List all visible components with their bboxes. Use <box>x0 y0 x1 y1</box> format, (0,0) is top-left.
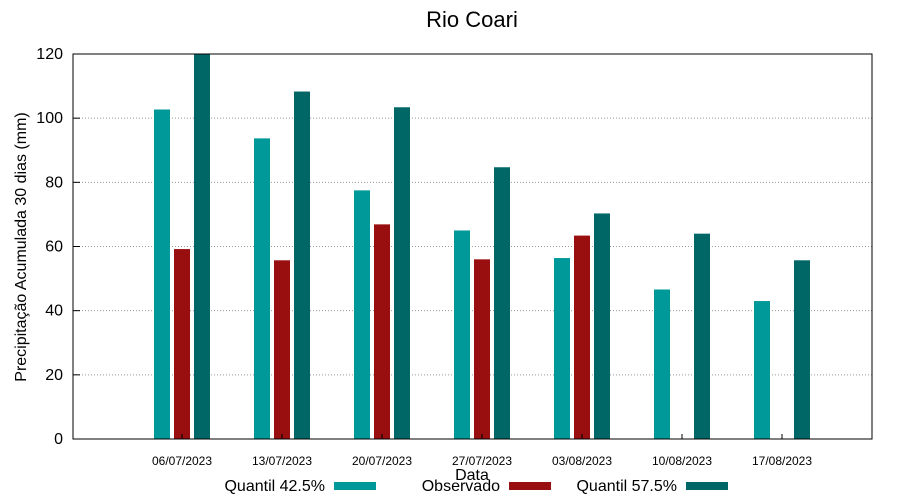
bar <box>794 260 810 439</box>
y-tick-label: 0 <box>54 431 63 448</box>
bar <box>494 167 510 440</box>
y-tick-label: 100 <box>36 110 63 127</box>
bar <box>354 190 370 439</box>
bar <box>194 54 210 439</box>
bar <box>694 233 710 439</box>
x-tick-label: 20/07/2023 <box>352 454 412 468</box>
x-tick-label: 13/07/2023 <box>252 454 312 468</box>
legend: Quantil 42.5% Observado Quantil 57.5% <box>224 478 728 495</box>
legend-swatch <box>334 482 376 490</box>
bar <box>594 213 610 439</box>
bar <box>254 138 270 440</box>
y-axis-label: Precipitação Acumulada 30 dias (mm) <box>13 112 30 381</box>
y-ticks: 0 20 40 60 80 100 120 <box>36 46 80 448</box>
x-tick-label: 10/08/2023 <box>652 454 712 468</box>
bar <box>574 235 590 439</box>
bar <box>294 91 310 439</box>
x-tick-label: 06/07/2023 <box>152 454 212 468</box>
bar <box>454 230 470 439</box>
y-tick-label: 20 <box>45 367 63 384</box>
legend-swatch <box>509 482 551 490</box>
bar <box>554 258 570 439</box>
bar <box>374 224 390 439</box>
bar <box>274 260 290 439</box>
grid-lines <box>73 117 872 376</box>
bar <box>754 301 770 439</box>
bar <box>394 107 410 439</box>
bar <box>654 289 670 439</box>
legend-label: Quantil 57.5% <box>576 478 677 495</box>
chart-title: Rio Coari <box>426 7 518 32</box>
legend-label: Quantil 42.5% <box>224 478 325 495</box>
x-tick-label: 27/07/2023 <box>452 454 512 468</box>
y-tick-label: 40 <box>45 303 63 320</box>
bar <box>154 109 170 440</box>
legend-swatch <box>686 482 728 490</box>
x-tick-label: 17/08/2023 <box>752 454 812 468</box>
y-tick-label: 80 <box>45 174 63 191</box>
x-axis-label: Data <box>455 467 489 484</box>
bars <box>154 54 810 440</box>
y-tick-label: 60 <box>45 239 63 256</box>
x-tick-label: 03/08/2023 <box>552 454 612 468</box>
legend-label: Observado <box>422 478 500 495</box>
bar <box>174 249 190 439</box>
x-ticks: 06/07/2023 13/07/2023 20/07/2023 27/07/2023… <box>152 434 812 468</box>
y-tick-label: 120 <box>36 46 63 63</box>
bar <box>474 259 490 439</box>
